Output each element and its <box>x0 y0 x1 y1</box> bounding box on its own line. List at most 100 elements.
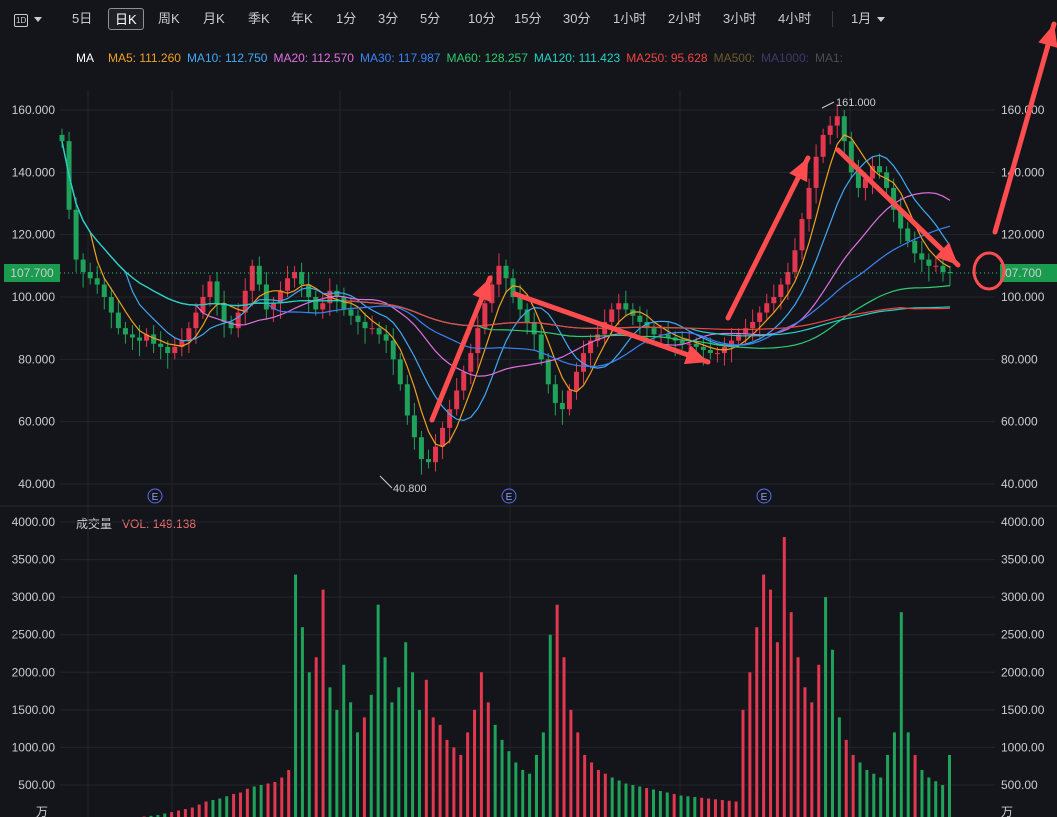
tab-10[interactable]: 15分 <box>514 11 542 26</box>
volume-bar <box>362 717 366 817</box>
volume-bar <box>837 717 841 817</box>
volume-bar <box>232 794 236 817</box>
candle-body <box>172 346 178 354</box>
volume-tick-right: 2500.00 <box>1001 628 1045 642</box>
tab-0[interactable]: 5日 <box>72 11 93 26</box>
volume-tick-right: 4000.00 <box>1001 515 1045 529</box>
candle-body <box>186 328 192 341</box>
arrow-down-2-head <box>935 242 958 265</box>
candle-body <box>334 290 340 297</box>
volume-bar <box>555 604 559 817</box>
candle-body <box>256 265 262 285</box>
volume-bar <box>713 799 717 817</box>
candle-body <box>80 259 86 273</box>
ma-legend-item-4: MA60: 128.257 <box>446 51 528 65</box>
volume-tick-left: 500.00 <box>18 778 55 792</box>
volume-bar <box>652 789 655 817</box>
candle-body <box>771 297 777 304</box>
tab-2[interactable]: 周K <box>158 11 180 26</box>
volume-bar <box>197 804 201 817</box>
tab-4[interactable]: 季K <box>248 11 270 26</box>
low-annotation: 40.800 <box>393 483 427 495</box>
tab-7[interactable]: 3分 <box>378 11 399 26</box>
volume-bar <box>417 709 421 817</box>
volume-bar <box>404 642 408 817</box>
volume-bar <box>466 732 470 817</box>
candle-body <box>686 343 692 345</box>
volume-bar <box>156 815 160 817</box>
ma-line-ma10 <box>61 141 951 422</box>
volume-bar <box>335 709 339 817</box>
candle-body <box>855 172 861 188</box>
volume-bar <box>314 657 318 817</box>
tab-12[interactable]: 1小时 <box>613 11 647 26</box>
candle-body <box>595 334 601 341</box>
price-tick-right: 40.000 <box>1001 477 1038 491</box>
candle-body <box>778 284 784 297</box>
tab-15[interactable]: 4小时 <box>778 11 812 26</box>
volume-bar <box>796 657 800 817</box>
tab-5[interactable]: 年K <box>291 11 313 26</box>
ma-title: MA <box>76 51 94 65</box>
event-marker-label: E <box>506 492 513 503</box>
candle-body <box>73 209 79 260</box>
price-tick-left: 100.000 <box>12 290 56 304</box>
candle-body <box>616 303 622 310</box>
candle-body <box>862 178 868 188</box>
candle-body <box>538 334 544 360</box>
tab-11[interactable]: 30分 <box>563 11 591 26</box>
volume-bar <box>307 672 311 817</box>
candle-body <box>376 328 382 335</box>
volume-bar <box>755 627 759 817</box>
volume-bar <box>927 777 931 817</box>
candle-body <box>468 353 474 372</box>
arrow-up-1-head <box>472 278 491 303</box>
candle-body <box>503 265 509 279</box>
candle-body <box>461 371 467 391</box>
candle-body <box>898 209 904 229</box>
volume-legend: 成交量 VOL: 149.138 <box>76 515 196 532</box>
tab-8[interactable]: 5分 <box>420 11 441 26</box>
candle-body <box>933 265 939 267</box>
candle-body <box>193 312 199 329</box>
tab-14[interactable]: 3小时 <box>723 11 757 26</box>
tab-6[interactable]: 1分 <box>336 11 357 26</box>
volume-bar <box>507 751 511 817</box>
interval-select-icon[interactable]: 1D <box>14 8 43 30</box>
tab-1[interactable]: 日K <box>108 8 144 30</box>
candle-body <box>277 290 283 304</box>
range-select[interactable]: 1月 <box>851 8 886 30</box>
candle-body <box>496 265 502 285</box>
candle-body <box>263 284 269 310</box>
volume-bar <box>624 783 628 817</box>
volume-value: VOL: 149.138 <box>122 517 197 531</box>
last-price-text-left: 107.700 <box>10 266 54 280</box>
candle-body <box>341 297 347 310</box>
volume-bar <box>899 612 903 817</box>
volume-bar <box>376 604 380 817</box>
volume-bar <box>858 762 862 817</box>
ma-line-ma20 <box>61 141 951 377</box>
volume-bar <box>514 762 518 817</box>
volume-bar <box>920 769 924 817</box>
tab-9[interactable]: 10分 <box>468 11 496 26</box>
volume-bar <box>149 815 153 817</box>
volume-tick-right: 1500.00 <box>1001 703 1045 717</box>
tab-3[interactable]: 月K <box>203 11 225 26</box>
tab-13[interactable]: 2小时 <box>668 11 702 26</box>
volume-bar <box>665 792 669 817</box>
volume-bar <box>431 717 435 817</box>
candle-body <box>299 272 305 285</box>
volume-bar <box>741 709 745 817</box>
volume-bar <box>844 739 848 817</box>
candle-body <box>151 334 157 344</box>
volume-bar <box>424 679 428 817</box>
candle-body <box>644 321 650 329</box>
volume-tick-left: 1000.00 <box>12 740 56 754</box>
candle-body <box>799 219 805 251</box>
volume-bar <box>762 574 766 817</box>
candle-body <box>411 415 417 438</box>
candle-body <box>418 437 424 460</box>
ma-legend-item-7: MA500: <box>713 51 755 65</box>
